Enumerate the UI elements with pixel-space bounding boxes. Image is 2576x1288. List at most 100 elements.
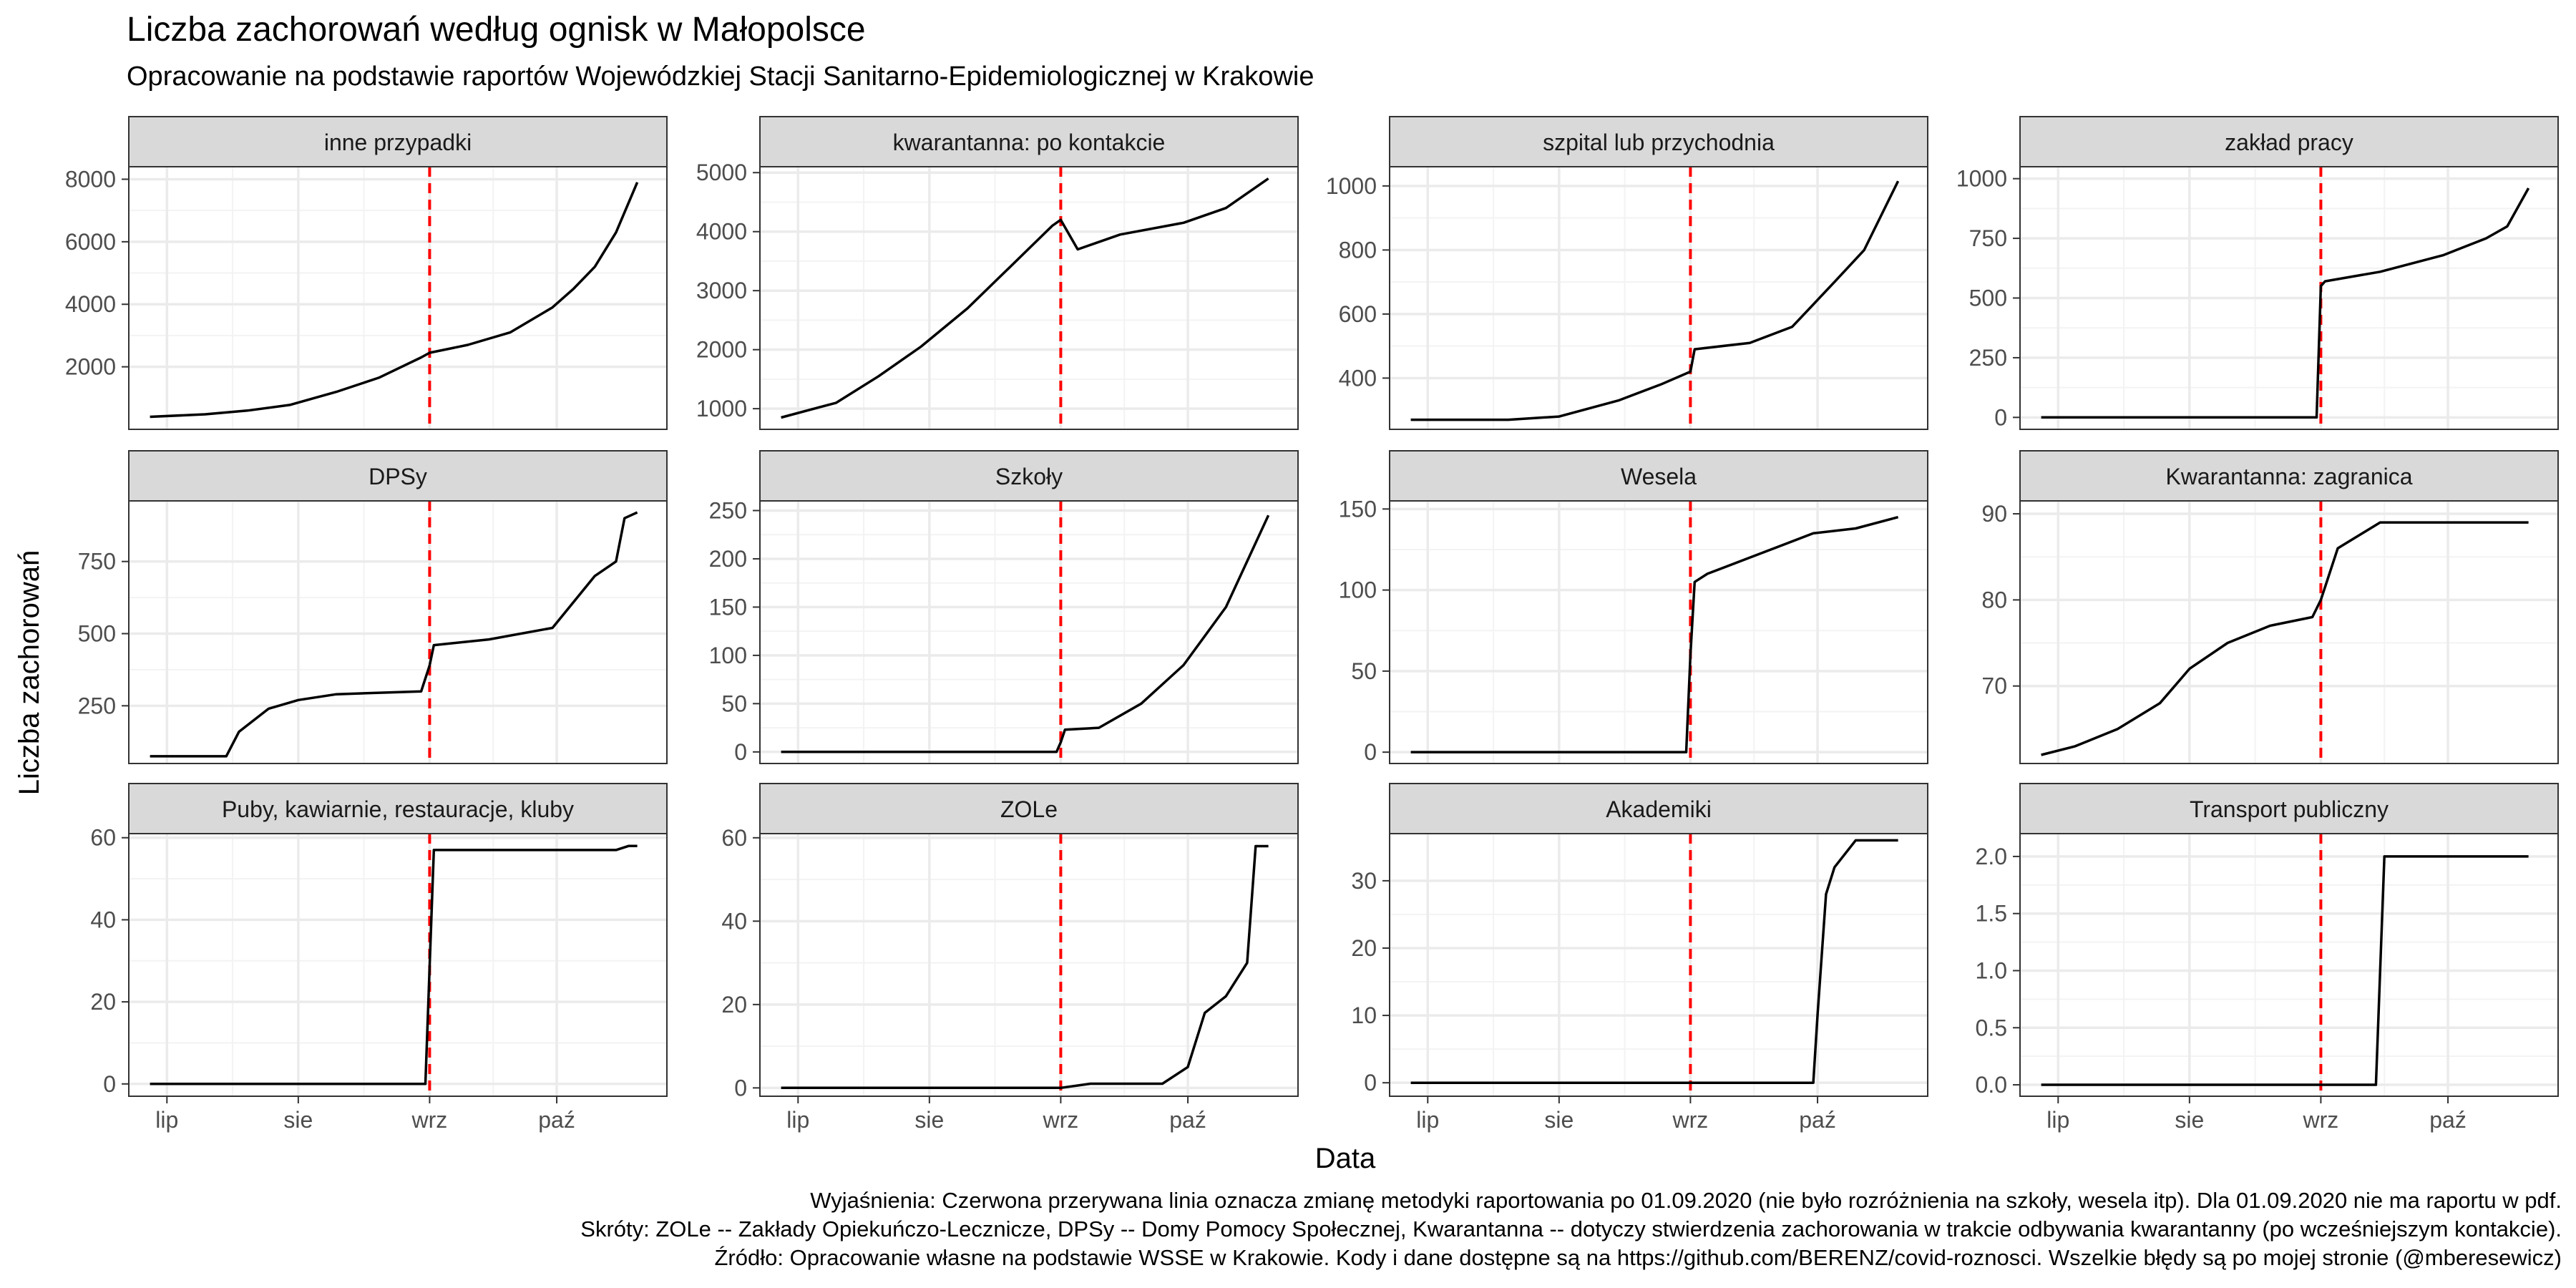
- y-tick-label: 2.0: [1976, 844, 2007, 869]
- y-tick-label: 500: [78, 621, 116, 647]
- y-tick-label: 60: [90, 825, 116, 851]
- y-tick-label: 6000: [65, 229, 116, 255]
- chart-title: Liczba zachorowań według ognisk w Małopo…: [127, 11, 866, 49]
- y-tick-label: 100: [709, 643, 747, 668]
- series-line: [2041, 521, 2529, 756]
- y-tick-label: 50: [1351, 658, 1377, 684]
- panel-background: [2020, 501, 2558, 763]
- caption-explanation: Wyjaśnienia: Czerwona przerywana linia o…: [810, 1188, 2562, 1213]
- panel-background: [129, 501, 667, 763]
- panel-background: [760, 501, 1298, 763]
- x-tick-label: paź: [538, 1107, 575, 1133]
- x-axis-title: Data: [1315, 1143, 1376, 1174]
- facet-strip: [759, 116, 1299, 167]
- y-tick-label: 90: [1981, 501, 2007, 527]
- caption-source: Źródło: Opracowanie własne na podstawie …: [714, 1245, 2562, 1270]
- panel-background: [760, 834, 1298, 1096]
- panel-background: [129, 167, 667, 429]
- x-tick-label: lip: [155, 1107, 178, 1133]
- x-tick-label: sie: [1544, 1107, 1574, 1133]
- y-tick-label: 150: [1339, 496, 1377, 522]
- x-tick-label: wrz: [2303, 1107, 2339, 1133]
- y-tick-label: 0: [1994, 404, 2007, 430]
- y-tick-label: 1.5: [1976, 901, 2007, 927]
- panel-border: [2019, 500, 2559, 764]
- y-tick-label: 70: [1981, 673, 2007, 699]
- y-tick-label: 250: [78, 693, 116, 718]
- x-tick-label: paź: [1169, 1107, 1206, 1133]
- y-axis-title: Liczba zachorowań: [14, 550, 45, 795]
- y-tick-label: 1000: [1326, 173, 1377, 199]
- facet-strip: [759, 783, 1299, 834]
- y-tick-label: 800: [1339, 237, 1377, 263]
- x-tick-label: wrz: [411, 1107, 448, 1133]
- y-tick-label: 2000: [696, 337, 747, 363]
- y-tick-label: 500: [1969, 286, 2007, 311]
- y-tick-label: 150: [709, 594, 747, 620]
- y-tick-label: 600: [1339, 301, 1377, 327]
- panel-border: [759, 166, 1299, 430]
- panel-background: [1390, 167, 1928, 429]
- x-tick-label: lip: [2046, 1107, 2069, 1133]
- x-tick-label: wrz: [1043, 1107, 1079, 1133]
- facet-strip-label: Akademiki: [1606, 796, 1712, 822]
- panel-border: [1389, 166, 1928, 430]
- chart-subtitle: Opracowanie na podstawie raportów Wojewó…: [127, 62, 1314, 92]
- y-tick-label: 20: [721, 992, 747, 1018]
- panel-background: [1390, 501, 1928, 763]
- y-tick-label: 4000: [65, 291, 116, 317]
- x-tick-label: lip: [1416, 1107, 1439, 1133]
- y-tick-label: 80: [1981, 587, 2007, 613]
- facet-strip-label: DPSy: [369, 464, 427, 489]
- panel-border: [1389, 500, 1928, 764]
- y-tick-label: 750: [1969, 225, 2007, 251]
- panel-background: [129, 834, 667, 1096]
- facet-strip-label: szpital lub przychodnia: [1543, 130, 1775, 155]
- y-tick-label: 3000: [696, 278, 747, 303]
- x-tick-label: paź: [1799, 1107, 1836, 1133]
- y-tick-label: 100: [1339, 577, 1377, 603]
- series-line: [150, 844, 638, 1085]
- y-tick-label: 1000: [1956, 166, 2007, 192]
- y-tick-label: 750: [78, 549, 116, 575]
- facet-strip-label: kwarantanna: po kontakcie: [893, 130, 1166, 155]
- y-tick-label: 2000: [65, 354, 116, 380]
- facet-strip-label: Transport publiczny: [2190, 796, 2389, 822]
- series-line: [150, 511, 638, 758]
- x-tick-label: lip: [786, 1107, 809, 1133]
- y-tick-label: 0: [1364, 1070, 1377, 1096]
- y-tick-label: 0: [734, 739, 747, 765]
- y-tick-label: 0.5: [1976, 1015, 2007, 1040]
- series-line: [781, 177, 1269, 419]
- panel-border: [759, 500, 1299, 764]
- x-tick-label: sie: [283, 1107, 313, 1133]
- series-line: [1410, 839, 1898, 1084]
- series-line: [1410, 516, 1899, 753]
- y-tick-label: 50: [721, 691, 747, 716]
- y-tick-label: 1000: [696, 396, 747, 421]
- y-tick-label: 200: [709, 546, 747, 572]
- y-tick-label: 250: [709, 497, 747, 523]
- facet-strip: [2019, 783, 2559, 834]
- x-tick-label: paź: [2429, 1107, 2467, 1133]
- panel-border: [2019, 166, 2559, 430]
- x-tick-label: sie: [914, 1107, 944, 1133]
- y-tick-label: 60: [721, 825, 747, 851]
- facet-strip: [1389, 116, 1928, 167]
- panel-border: [128, 500, 668, 764]
- y-tick-label: 5000: [696, 160, 747, 185]
- panel-border: [128, 166, 668, 430]
- facet-strip-label: zakład pracy: [2225, 130, 2353, 155]
- series-line: [1410, 180, 1900, 421]
- facet-strip: [1389, 783, 1928, 834]
- facet-strip: [128, 783, 668, 834]
- facet-strip-label: Puby, kawiarnie, restauracje, kluby: [222, 796, 574, 822]
- panel-border: [759, 833, 1299, 1097]
- facet-strip-label: Szkoły: [995, 464, 1063, 489]
- y-tick-label: 40: [721, 908, 747, 934]
- panel-border: [2019, 833, 2559, 1097]
- y-tick-label: 40: [90, 907, 116, 932]
- y-tick-label: 0: [734, 1075, 747, 1101]
- facet-strip-label: ZOLe: [1000, 796, 1058, 822]
